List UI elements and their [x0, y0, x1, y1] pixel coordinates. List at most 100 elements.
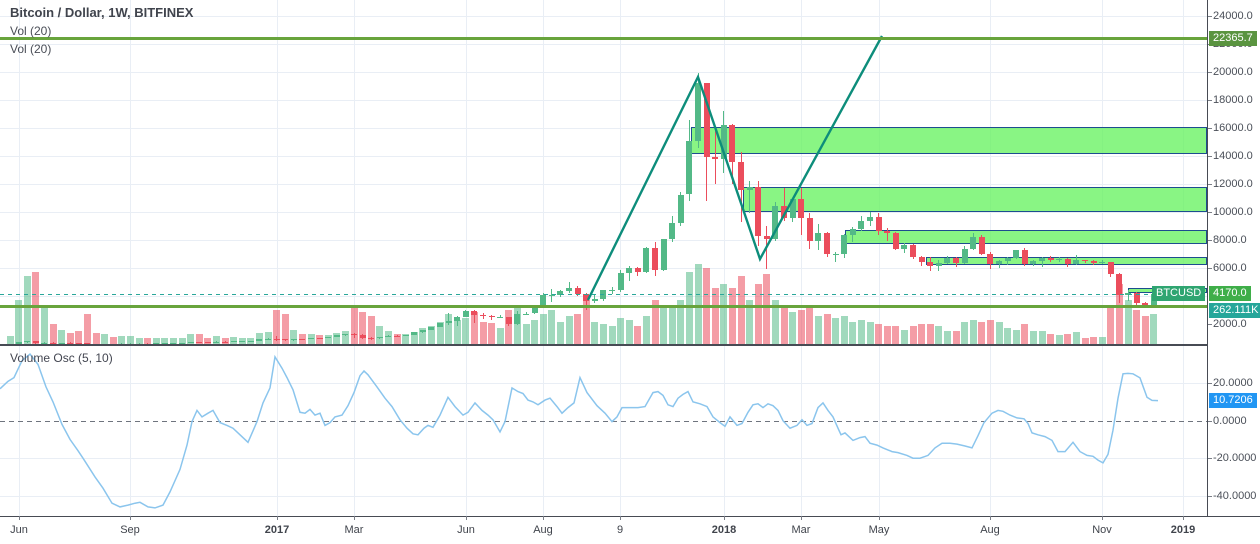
candle[interactable] [41, 342, 48, 344]
candle[interactable] [884, 230, 891, 233]
candle[interactable] [1064, 259, 1071, 264]
time-label-2018[interactable]: 2018 [711, 524, 737, 536]
time-label-9[interactable]: 9 [616, 524, 624, 536]
candle[interactable] [523, 313, 529, 315]
candle[interactable] [781, 206, 787, 218]
price-zone-1[interactable] [691, 127, 1207, 154]
candle[interactable] [660, 239, 667, 270]
candle[interactable] [806, 218, 813, 242]
time-label-sep[interactable]: Sep [120, 524, 140, 536]
time-label-nov[interactable]: Nov [1092, 524, 1112, 536]
candle[interactable] [75, 342, 82, 344]
price-zone-2[interactable] [743, 186, 1207, 212]
candle[interactable] [213, 341, 220, 343]
candle[interactable] [789, 199, 796, 218]
candle[interactable] [161, 343, 168, 345]
candle[interactable] [84, 343, 91, 345]
candle[interactable] [763, 236, 770, 239]
candle[interactable] [505, 316, 512, 325]
candle[interactable] [368, 337, 375, 339]
trend-line[interactable] [0, 0, 1208, 345]
candle[interactable] [179, 342, 185, 344]
candle[interactable] [15, 342, 22, 344]
candle[interactable] [824, 233, 830, 254]
candle[interactable] [50, 342, 56, 344]
candle[interactable] [652, 248, 658, 270]
candle[interactable] [1039, 258, 1045, 261]
oscillator-label[interactable]: Volume Osc (5, 10) [10, 351, 113, 365]
candle[interactable] [32, 341, 39, 344]
candle[interactable] [196, 342, 203, 343]
candle[interactable] [953, 258, 959, 263]
candle[interactable] [574, 287, 581, 294]
candle[interactable] [230, 341, 237, 343]
candle[interactable] [419, 330, 426, 333]
candle[interactable] [359, 334, 366, 338]
time-label-2019[interactable]: 2019 [1170, 524, 1196, 536]
candle[interactable] [385, 335, 392, 337]
candle[interactable] [935, 262, 942, 266]
candle[interactable] [480, 314, 486, 316]
time-label-mar[interactable]: Mar [791, 524, 811, 536]
candle[interactable] [738, 161, 744, 190]
candle[interactable] [815, 233, 822, 242]
candle[interactable] [927, 261, 934, 266]
oscillator-pane[interactable] [0, 345, 1208, 516]
candle[interactable] [1082, 260, 1088, 262]
candle[interactable] [462, 310, 469, 317]
candle[interactable] [1133, 292, 1140, 304]
candle[interactable] [1107, 262, 1114, 275]
candle[interactable] [626, 268, 633, 273]
candle[interactable] [333, 335, 340, 338]
candle[interactable] [290, 339, 297, 341]
candle[interactable] [987, 253, 994, 265]
candle[interactable] [634, 268, 641, 272]
candle[interactable] [566, 287, 572, 292]
candle[interactable] [548, 294, 555, 296]
candle[interactable] [1090, 261, 1097, 263]
candle[interactable] [978, 236, 985, 254]
candle[interactable] [299, 339, 306, 341]
candle[interactable] [1030, 260, 1037, 265]
candle[interactable] [798, 199, 805, 219]
candle[interactable] [454, 316, 461, 322]
pane-separator[interactable] [0, 344, 1208, 346]
candle[interactable] [1073, 260, 1080, 265]
time-axis[interactable]: Jun Sep 2017 Mar Jun Aug 9 2018 Mar May Aug Nov 2019 [0, 516, 1260, 544]
candle[interactable] [316, 337, 323, 339]
candle[interactable] [600, 290, 607, 299]
candle[interactable] [832, 253, 839, 255]
level-line-2[interactable] [0, 305, 1207, 308]
candle[interactable] [677, 194, 684, 223]
candle[interactable] [617, 273, 624, 290]
time-label-may[interactable]: May [868, 524, 890, 536]
candle[interactable] [901, 244, 908, 250]
time-label-aug[interactable]: Aug [533, 524, 553, 536]
candle[interactable] [376, 336, 383, 339]
candle[interactable] [531, 307, 538, 314]
candle[interactable] [996, 261, 1002, 265]
candle[interactable] [1116, 274, 1123, 296]
level-line-1[interactable] [0, 37, 1207, 41]
candle[interactable] [67, 342, 74, 344]
candle[interactable] [970, 236, 977, 249]
candle[interactable] [540, 295, 547, 307]
candle[interactable] [153, 343, 160, 345]
candle[interactable] [910, 244, 916, 258]
candle[interactable] [394, 335, 400, 337]
candle[interactable] [591, 298, 598, 302]
candle[interactable] [875, 216, 882, 231]
candle[interactable] [1099, 262, 1106, 264]
candle[interactable] [342, 334, 349, 336]
candle[interactable] [58, 342, 65, 344]
price-pane[interactable] [0, 0, 1208, 345]
candle[interactable] [256, 339, 263, 341]
candle[interactable] [867, 216, 873, 222]
candle[interactable] [583, 293, 590, 302]
candle[interactable] [488, 315, 495, 317]
candle[interactable] [729, 125, 736, 162]
indicator-vol-2[interactable]: Vol (20) [10, 42, 52, 56]
candle[interactable] [944, 258, 951, 263]
candle[interactable] [557, 291, 564, 295]
candle[interactable] [720, 125, 727, 160]
